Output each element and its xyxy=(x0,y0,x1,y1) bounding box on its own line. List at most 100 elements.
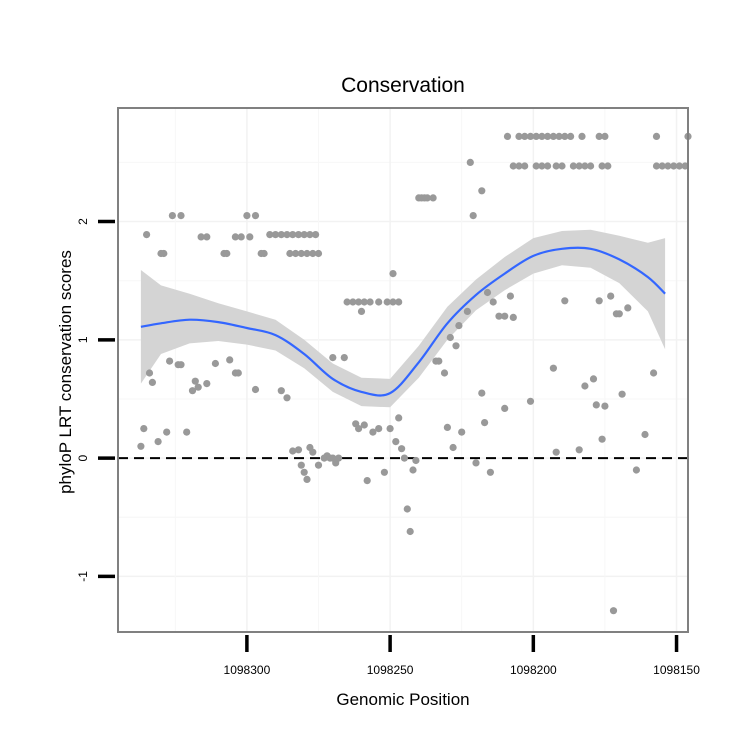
panel-border xyxy=(117,107,689,633)
data-point xyxy=(521,162,529,170)
data-point xyxy=(251,385,260,394)
x-tick-label: 1098150 xyxy=(653,663,700,677)
data-point xyxy=(294,446,303,454)
data-points xyxy=(137,132,692,615)
data-point xyxy=(495,312,503,320)
confidence-band xyxy=(140,229,666,408)
data-point xyxy=(306,231,314,239)
data-point xyxy=(389,298,397,306)
data-point xyxy=(632,466,641,474)
data-point xyxy=(398,445,406,453)
data-point xyxy=(271,231,280,239)
data-point xyxy=(592,401,600,409)
data-point xyxy=(231,233,239,241)
data-point xyxy=(515,132,523,140)
data-point xyxy=(501,312,509,320)
data-point xyxy=(177,361,185,369)
data-point xyxy=(587,162,595,170)
data-point xyxy=(595,132,603,140)
data-point xyxy=(188,387,197,395)
data-point xyxy=(478,389,486,397)
data-point xyxy=(581,162,589,170)
data-point xyxy=(260,249,268,258)
data-point xyxy=(412,456,420,465)
data-point xyxy=(294,231,303,239)
smooth-trend-line xyxy=(140,246,666,397)
data-point xyxy=(237,233,245,241)
data-point xyxy=(458,428,466,436)
data-point xyxy=(343,298,351,306)
data-point xyxy=(145,369,154,377)
data-point xyxy=(243,212,251,220)
data-point xyxy=(314,249,323,258)
data-point xyxy=(509,162,517,170)
data-point xyxy=(452,342,460,350)
data-point xyxy=(137,442,145,450)
data-point xyxy=(251,212,260,220)
data-point xyxy=(472,459,480,467)
data-point xyxy=(289,447,297,455)
data-point xyxy=(670,162,678,170)
data-point xyxy=(163,428,171,436)
data-point xyxy=(506,292,514,300)
data-point xyxy=(203,233,211,241)
data-point xyxy=(197,233,205,241)
data-point xyxy=(443,423,451,431)
data-point xyxy=(375,425,383,433)
data-point xyxy=(681,162,689,170)
data-point xyxy=(266,231,274,239)
data-point xyxy=(148,378,156,386)
data-point xyxy=(449,443,457,452)
data-point xyxy=(598,162,606,170)
data-point xyxy=(395,414,403,422)
data-point xyxy=(246,233,254,241)
data-point xyxy=(446,333,454,342)
data-point xyxy=(277,231,285,239)
data-point xyxy=(160,249,168,258)
data-point xyxy=(357,307,366,315)
data-point xyxy=(544,132,552,140)
data-point xyxy=(532,132,540,140)
data-point xyxy=(609,607,618,615)
data-point xyxy=(604,162,612,170)
data-point xyxy=(226,356,234,364)
data-point xyxy=(360,298,368,306)
data-point xyxy=(463,307,471,315)
data-point xyxy=(303,475,311,483)
data-point xyxy=(483,288,492,297)
data-point xyxy=(300,468,308,476)
data-point xyxy=(486,468,494,476)
y-axis-title: phyloP LRT conservation scores xyxy=(56,250,75,494)
data-point xyxy=(515,162,523,170)
data-point xyxy=(509,313,517,321)
data-point xyxy=(658,162,666,170)
data-point xyxy=(575,162,583,170)
data-point xyxy=(355,298,363,306)
data-point xyxy=(289,231,297,239)
data-point xyxy=(598,435,606,443)
x-axis: 1098300 1098250 1098200 1098150 xyxy=(224,635,700,677)
data-point xyxy=(335,454,343,462)
data-point xyxy=(466,158,474,166)
data-point xyxy=(395,298,403,306)
data-point xyxy=(191,377,199,385)
chart-title: Conservation xyxy=(341,74,465,97)
data-point xyxy=(309,249,317,258)
data-point xyxy=(400,454,408,462)
data-point xyxy=(549,364,558,372)
data-point xyxy=(526,397,535,405)
data-point xyxy=(312,231,320,239)
data-point xyxy=(366,298,374,306)
data-point xyxy=(615,310,623,318)
data-point xyxy=(177,212,185,220)
data-point xyxy=(538,162,546,170)
data-point xyxy=(489,298,497,306)
data-point xyxy=(435,357,443,365)
data-point xyxy=(277,387,285,395)
x-tick-label: 1098300 xyxy=(224,663,271,677)
data-point xyxy=(349,298,357,306)
data-point xyxy=(503,132,512,140)
data-point xyxy=(429,194,437,202)
data-point xyxy=(607,292,615,300)
